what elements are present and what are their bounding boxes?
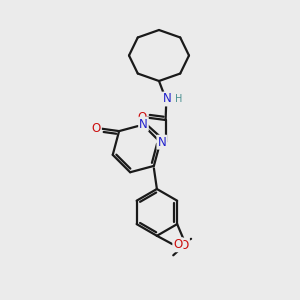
Text: O: O [173, 238, 182, 251]
Text: N: N [139, 118, 148, 130]
Text: N: N [158, 136, 166, 148]
Text: O: O [137, 111, 146, 124]
Text: H: H [176, 94, 183, 104]
Text: O: O [92, 122, 101, 135]
Text: O: O [180, 238, 189, 252]
Text: N: N [163, 92, 172, 106]
